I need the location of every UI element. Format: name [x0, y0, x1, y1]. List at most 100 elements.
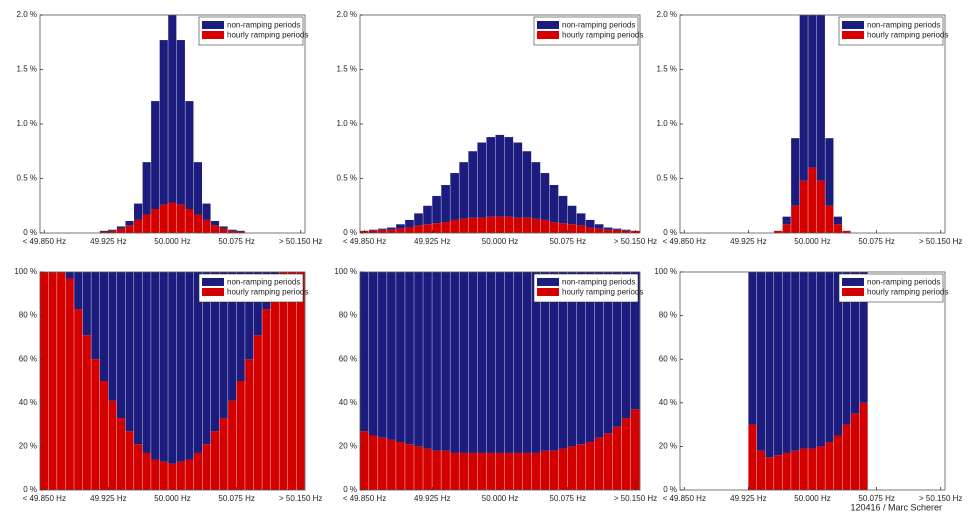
y-tick-label: 1.0 % [337, 119, 357, 128]
bar [48, 272, 57, 490]
bar [495, 452, 505, 490]
bar [612, 228, 622, 230]
bar [816, 180, 825, 233]
bar [99, 272, 108, 381]
chart-panel: 0 % 0.5 % 1.0 % 1.5 % 2.0 % < 49.850 Hz 49.925… [17, 10, 323, 246]
bar [423, 205, 432, 225]
bar [396, 442, 405, 490]
chart-panel: 0 % 20 % 40 % 60 % 80 % 100 % < 49.850 Hz 49.92… [334, 267, 657, 503]
bar [369, 435, 378, 490]
bar [791, 450, 800, 490]
bar [799, 180, 808, 233]
bar [108, 400, 117, 490]
bar [236, 272, 245, 381]
bar [531, 272, 541, 453]
x-tick-label: < 49.850 Hz [343, 494, 386, 503]
bar [504, 272, 514, 453]
legend-swatch [202, 31, 224, 39]
bar [594, 437, 604, 490]
x-tick-label: > 50.150 Hz [279, 237, 322, 246]
legend-label: hourly ramping periods [562, 288, 643, 297]
bar [459, 218, 468, 233]
y-tick-label: 0 % [23, 485, 37, 494]
bar [585, 227, 595, 233]
bar [414, 225, 423, 233]
bar [799, 15, 808, 181]
bar [74, 309, 83, 490]
bar [99, 230, 108, 232]
y-tick-label: 20 % [339, 442, 357, 451]
bar [193, 452, 203, 490]
bar [414, 213, 423, 226]
x-tick-label: 50.000 Hz [794, 237, 830, 246]
bar [450, 452, 459, 490]
chart-panel: 0 % 20 % 40 % 60 % 80 % 100 % < 49.850 Hz 49.92… [654, 267, 962, 503]
bar [432, 223, 441, 233]
bar [567, 446, 577, 490]
bar [396, 228, 405, 233]
bar [236, 231, 245, 233]
bar [495, 272, 505, 453]
x-tick-label: 50.075 Hz [550, 494, 586, 503]
bar [576, 213, 586, 226]
plot-area [774, 15, 851, 233]
bar [477, 272, 487, 453]
bar [782, 216, 791, 225]
bar [791, 272, 800, 451]
bar [459, 272, 468, 453]
x-tick-label: 50.075 Hz [218, 237, 254, 246]
bar [423, 272, 432, 449]
bar [287, 272, 297, 490]
x-tick-label: < 49.850 Hz [663, 237, 706, 246]
bar [151, 272, 160, 460]
bar [210, 225, 220, 233]
y-tick-label: 0 % [343, 228, 357, 237]
bar [279, 272, 288, 490]
bar [833, 216, 843, 225]
bar [432, 450, 441, 490]
bar [228, 229, 237, 231]
y-tick-label: 1.5 % [337, 65, 357, 74]
bar [378, 437, 387, 490]
bar [116, 418, 126, 490]
legend-swatch [537, 31, 559, 39]
bar [387, 272, 396, 440]
bar [825, 442, 834, 490]
bar [504, 452, 514, 490]
bar [585, 219, 595, 228]
bar [513, 272, 523, 453]
bar [603, 433, 613, 490]
bar [486, 137, 496, 217]
bar [850, 413, 860, 490]
bar [396, 224, 405, 229]
bar [159, 461, 168, 490]
bar [432, 195, 441, 224]
bar [210, 221, 220, 226]
bar [450, 219, 459, 233]
bar [567, 224, 577, 233]
bar [468, 151, 478, 218]
chart-panel: 0 % 0.5 % 1.0 % 1.5 % 2.0 % < 49.850 Hz 49.925… [657, 10, 963, 246]
bar [65, 278, 74, 490]
bar [296, 272, 305, 490]
bar [765, 272, 774, 458]
x-tick-label: > 50.150 Hz [919, 494, 962, 503]
bar [99, 381, 108, 490]
bar [360, 431, 369, 490]
bar [531, 218, 541, 233]
bar [808, 167, 817, 233]
bar [833, 272, 843, 436]
bar [125, 431, 134, 490]
bar [567, 205, 577, 225]
bar [369, 272, 378, 436]
bar [378, 229, 387, 233]
bar [253, 335, 262, 490]
bar [621, 418, 631, 490]
plot-area [99, 15, 245, 233]
bar [253, 272, 262, 336]
y-tick-label: 1.5 % [657, 65, 677, 74]
bar [176, 40, 185, 205]
y-tick-label: 1.0 % [657, 119, 677, 128]
bar [791, 138, 800, 206]
x-tick-label: > 50.150 Hz [614, 494, 657, 503]
